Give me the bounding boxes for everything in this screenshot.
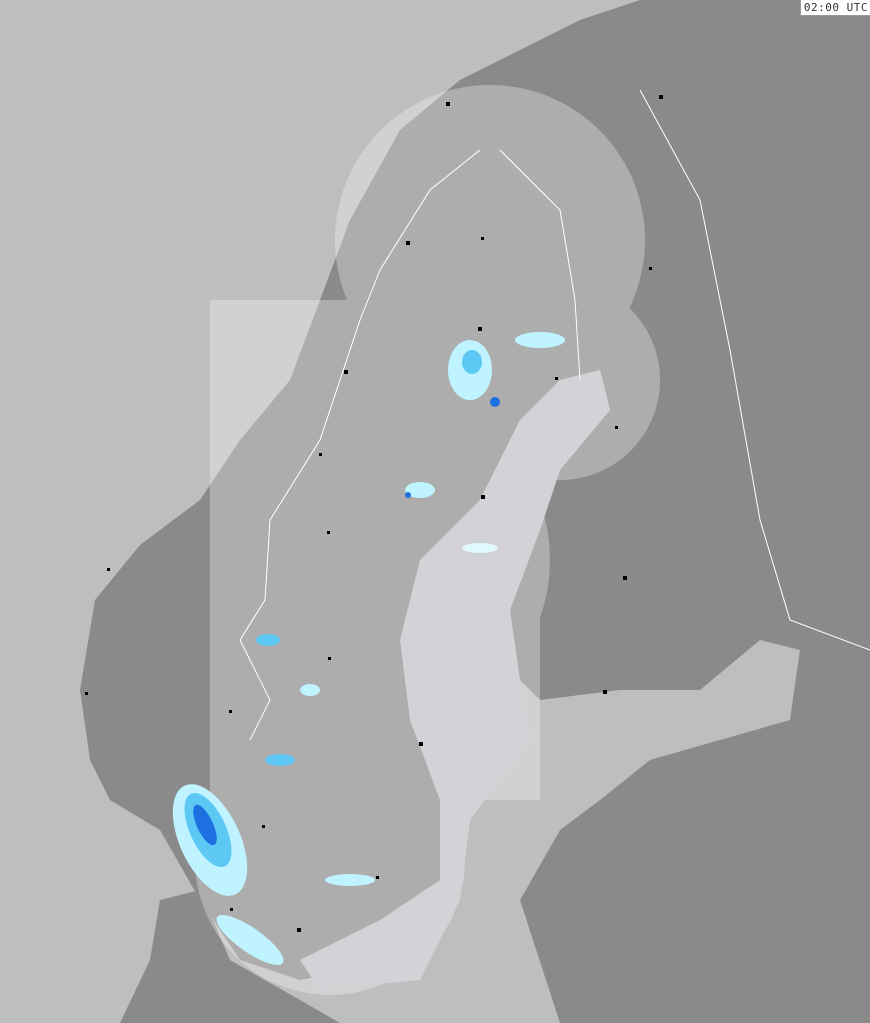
city-markers	[85, 95, 663, 932]
gulf-of-bothnia	[300, 370, 610, 990]
timestamp-label: 02:00 UTC	[799, 0, 870, 16]
border-norway-sweden	[239, 149, 481, 741]
land-denmark	[120, 890, 340, 1023]
land-scandinavia	[80, 0, 870, 1023]
border-finland-russia	[639, 89, 870, 651]
border-sweden-finland	[499, 149, 581, 381]
radar-echoes	[172, 332, 565, 965]
